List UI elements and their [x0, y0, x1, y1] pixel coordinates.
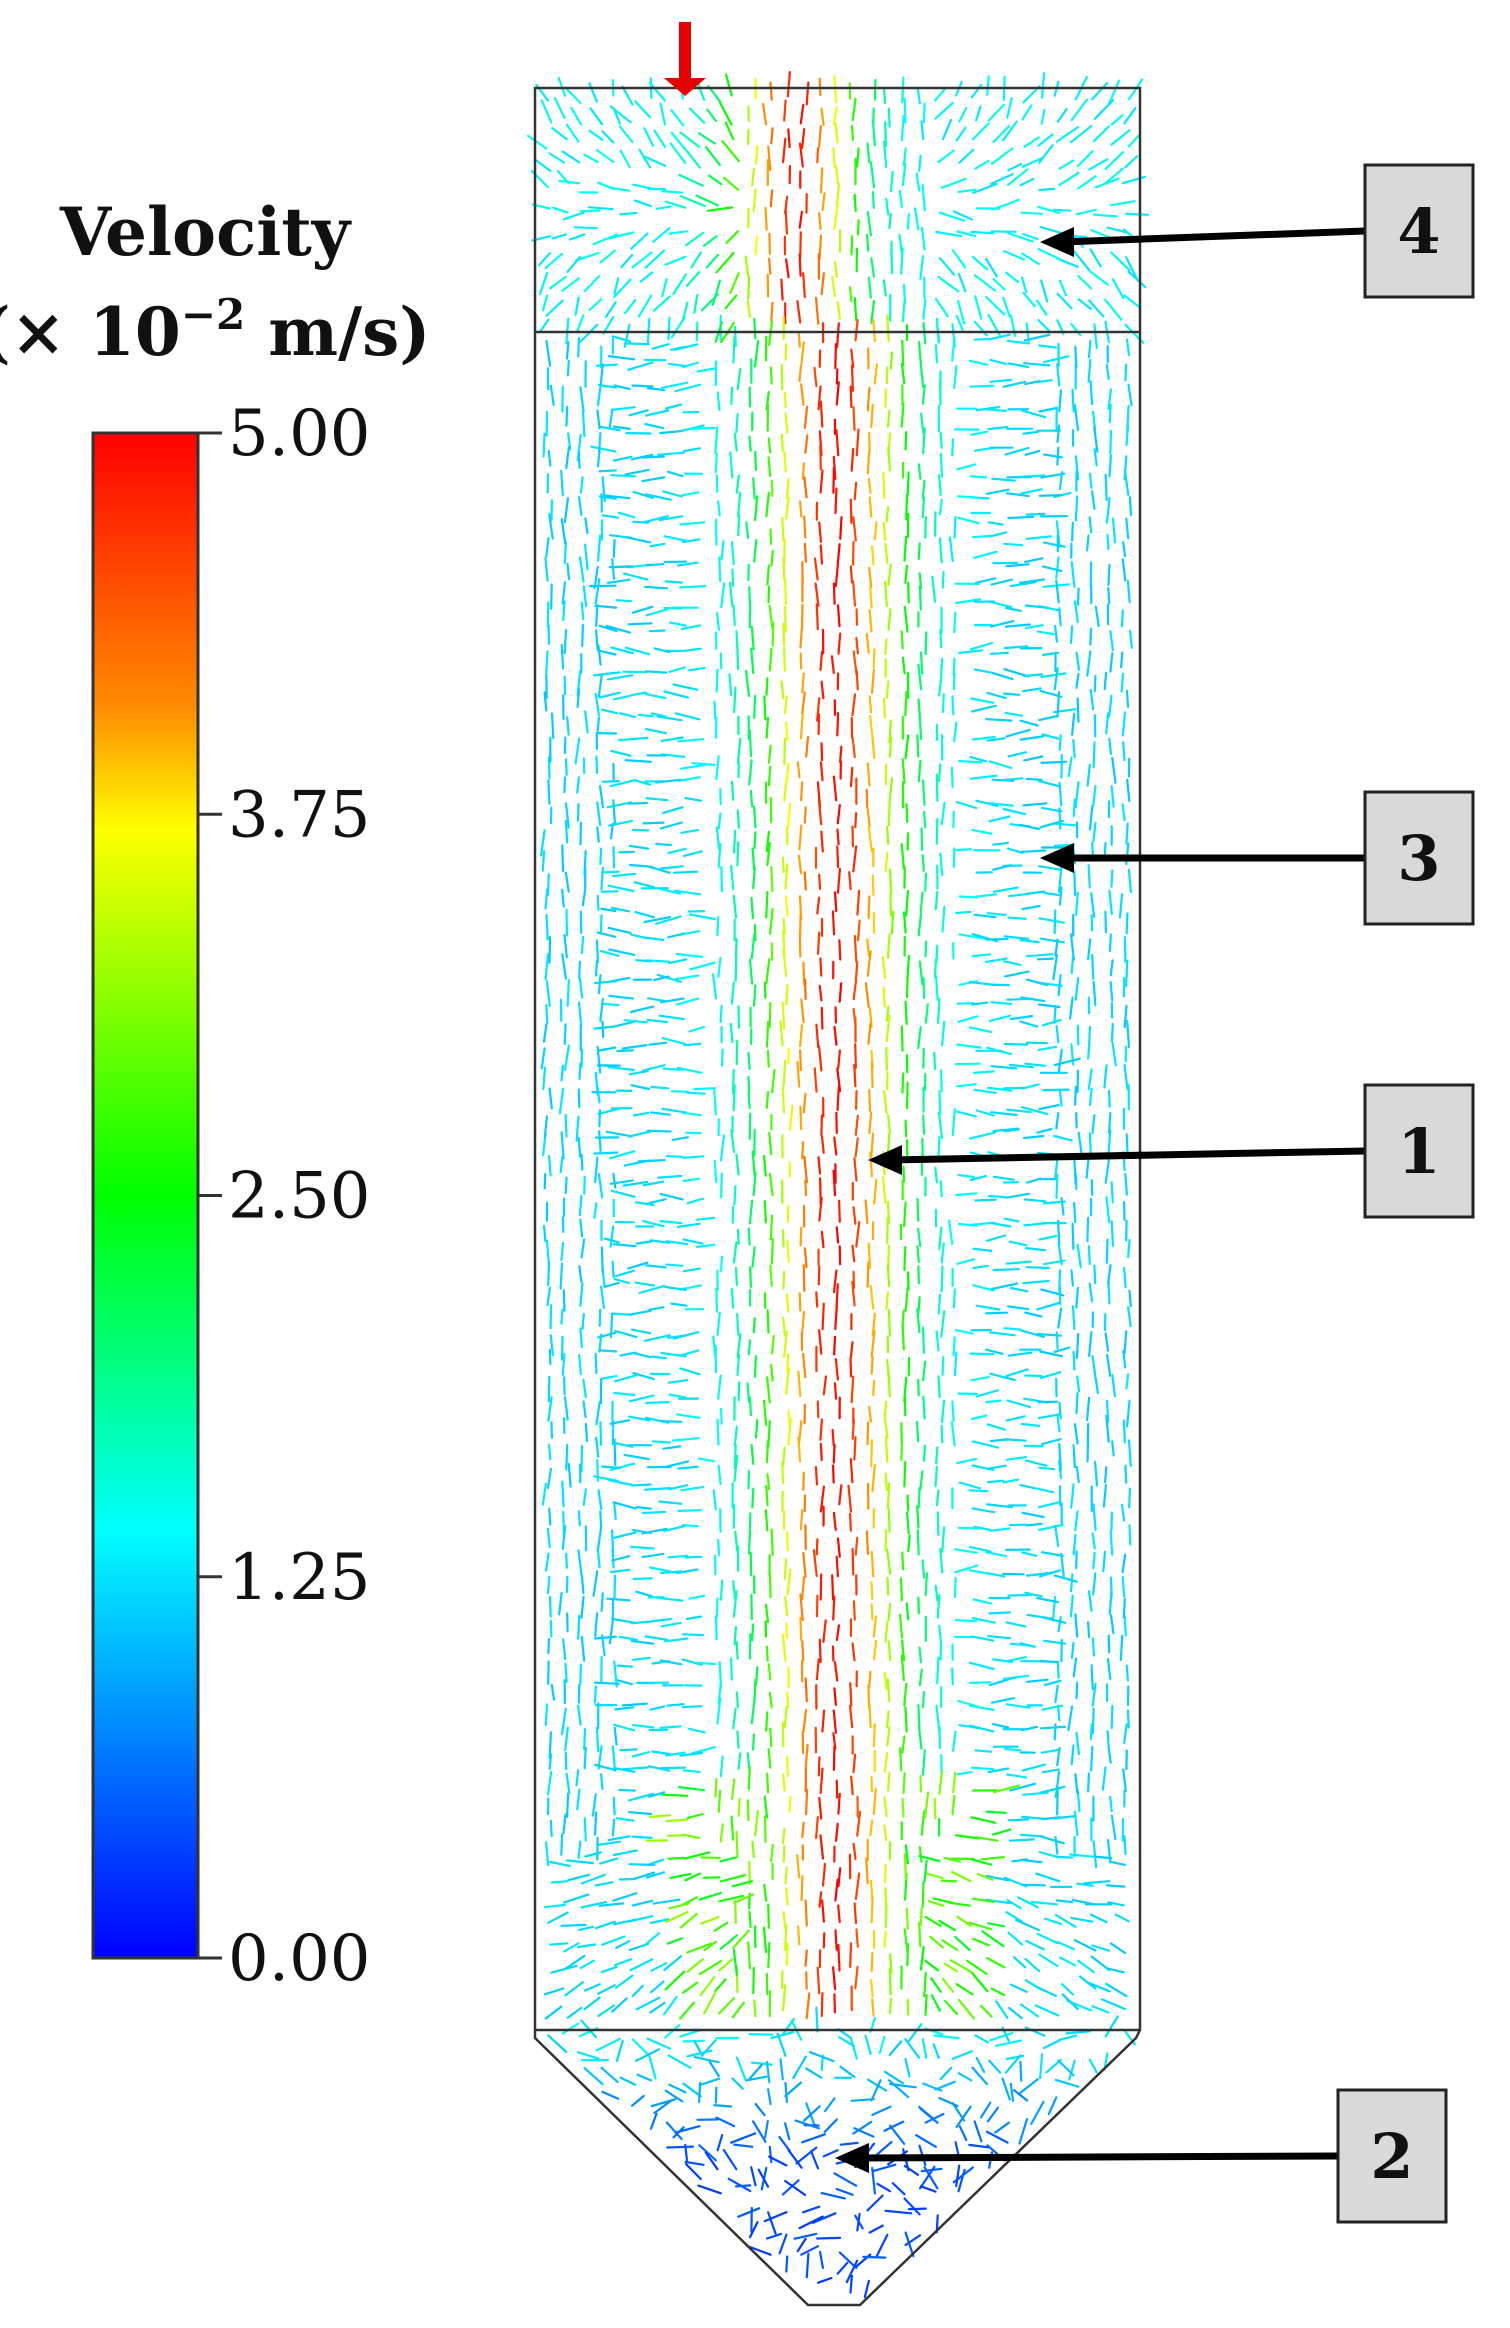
callouts: 4 3 1 2	[835, 163, 1475, 2224]
callout-arrowhead	[835, 2143, 869, 2173]
callout-4: 4	[1040, 163, 1475, 299]
callout-arrowhead	[1040, 843, 1074, 873]
colorbar-tick-label: 1.25	[228, 1541, 371, 1615]
callout-box	[1363, 1083, 1475, 1219]
callout-arrow	[889, 1147, 1366, 1164]
colorbar-ticks: 5.00 3.75 2.50 1.25 0.00	[198, 397, 371, 1996]
callout-label: 1	[1397, 1115, 1440, 1188]
colorbar	[91, 431, 200, 1960]
callout-1: 1	[868, 1083, 1475, 1219]
callout-label: 4	[1397, 195, 1440, 268]
legend-title-line1: Velocity	[59, 193, 352, 271]
callout-box	[1336, 2088, 1448, 2224]
callout-label: 2	[1370, 2120, 1413, 2193]
callout-arrow	[1061, 227, 1366, 246]
callout-3: 3	[1040, 790, 1475, 926]
colorbar-tick-label: 2.50	[228, 1160, 371, 1234]
vessel-outline	[533, 86, 1142, 2307]
callout-label: 3	[1397, 822, 1440, 895]
callout-box	[1363, 790, 1475, 926]
callout-arrowhead	[868, 1145, 902, 1175]
colorbar-tick-label: 3.75	[228, 778, 371, 852]
colorbar-tick-label: 0.00	[228, 1922, 371, 1996]
callout-arrowhead	[1040, 227, 1074, 257]
callout-box	[1363, 163, 1475, 299]
inlet-nozzle	[664, 22, 706, 96]
legend-title-line2: (× 10−2 m/s)	[0, 290, 431, 371]
callout-arrow	[856, 2152, 1339, 2162]
colorbar-tick-label: 5.00	[228, 397, 371, 471]
legend: Velocity (× 10−2 m/s) 5.00 3.75 2.50 1.25 0.…	[0, 193, 431, 1996]
velocity-vectors	[527, 71, 1150, 2299]
callout-2: 2	[835, 2088, 1448, 2224]
vessel	[527, 22, 1150, 2307]
